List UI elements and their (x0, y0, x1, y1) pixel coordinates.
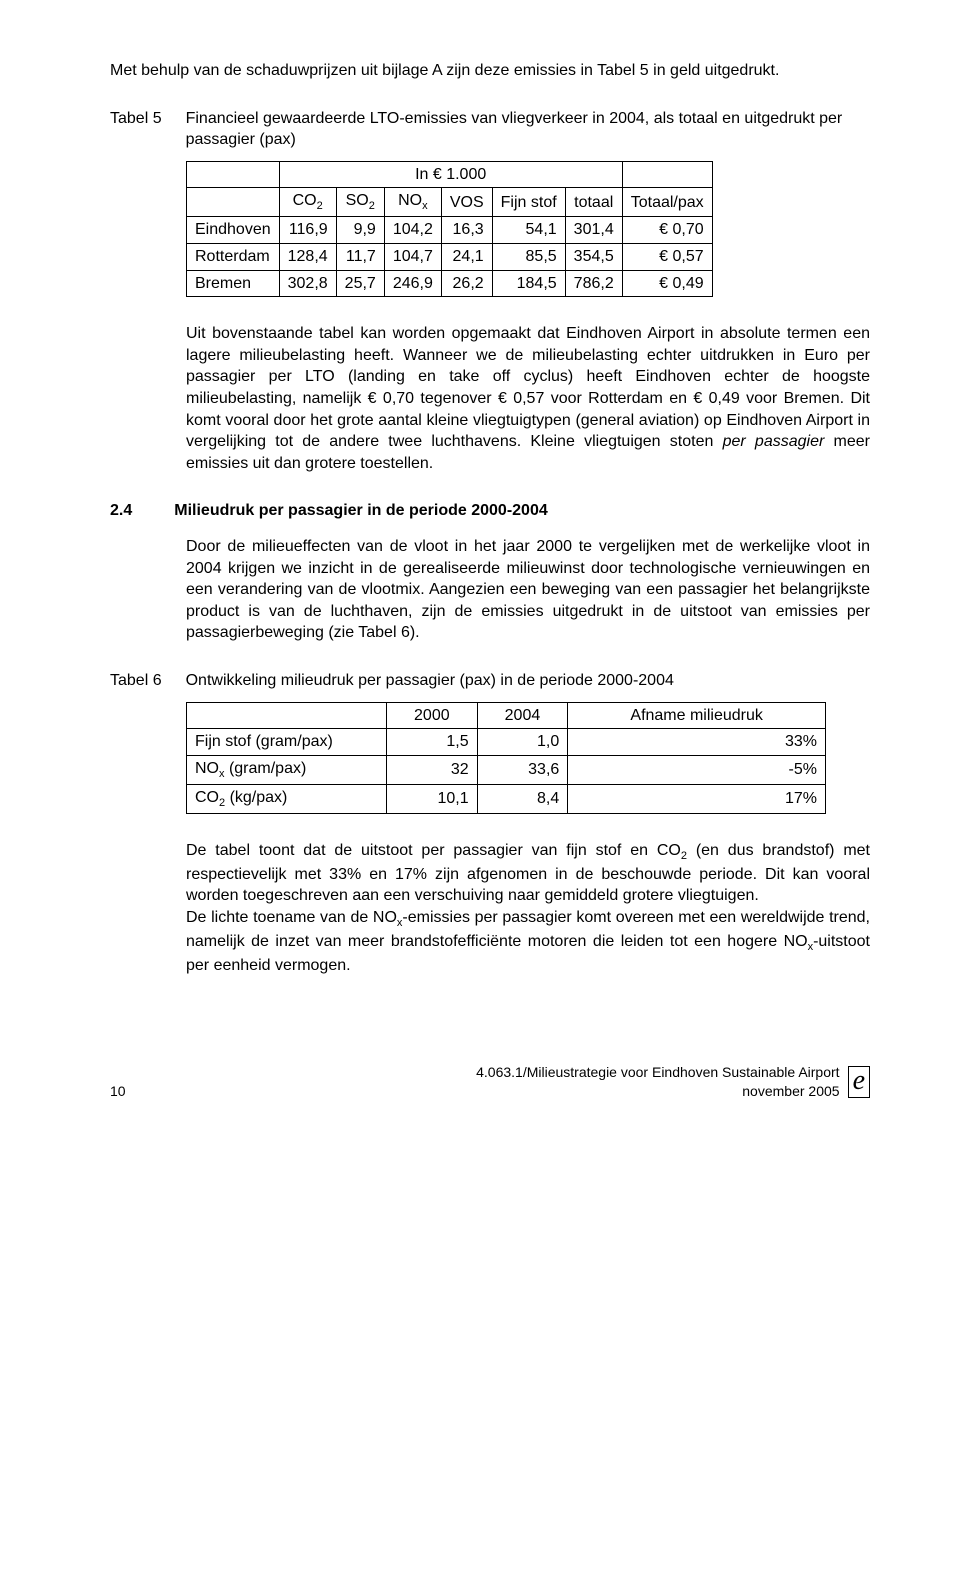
footer-doc: 4.063.1/Milieustrategie voor Eindhoven S… (476, 1063, 839, 1082)
col-header: CO2 (279, 188, 336, 217)
col-header: 2004 (477, 702, 568, 729)
table-row: CO2 SO2 NOx VOS Fijn stof totaal Totaal/… (187, 188, 713, 217)
section-number: 2.4 (110, 500, 132, 522)
logo-icon: e (848, 1066, 870, 1098)
table6: 2000 2004 Afname milieudruk Fijn stof (g… (186, 702, 826, 814)
paragraph-3: De tabel toont dat de uitstoot per passa… (186, 840, 870, 907)
col-header: Fijn stof (492, 188, 565, 217)
col-header: Afname milieudruk (568, 702, 826, 729)
col-header: NOx (384, 188, 441, 217)
table-row: CO2 (kg/pax) 10,18,417% (187, 784, 826, 813)
table5: In € 1.000 CO2 SO2 NOx VOS Fijn stof tot… (186, 161, 713, 297)
paragraph-4: De lichte toename van de NOx-emissies pe… (186, 907, 870, 977)
table-row: Eindhoven 116,99,9104,216,354,1301,4€ 0,… (187, 217, 713, 244)
page-footer: 10 4.063.1/Milieustrategie voor Eindhove… (110, 1003, 870, 1101)
table5-label: Tabel 5 (110, 108, 162, 130)
table-row: NOx (gram/pax) 3233,6-5% (187, 755, 826, 784)
table5-block: Tabel 5 Financieel gewaardeerde LTO-emis… (110, 108, 870, 298)
table-row: In € 1.000 (187, 161, 713, 188)
table5-unit-header: In € 1.000 (279, 161, 622, 188)
intro-paragraph: Met behulp van de schaduwprijzen uit bij… (110, 60, 870, 82)
section-heading: 2.4 Milieudruk per passagier in de perio… (110, 500, 870, 522)
table6-block: Tabel 6 Ontwikkeling milieudruk per pass… (110, 670, 870, 814)
table-row: Rotterdam 128,411,7104,724,185,5354,5€ 0… (187, 244, 713, 271)
table-row: 2000 2004 Afname milieudruk (187, 702, 826, 729)
col-header: totaal (565, 188, 622, 217)
col-header: SO2 (336, 188, 384, 217)
section-title: Milieudruk per passagier in de periode 2… (174, 500, 547, 522)
table6-caption: Ontwikkeling milieudruk per passagier (p… (186, 670, 674, 692)
col-header: Totaal/pax (622, 188, 712, 217)
paragraph-1: Uit bovenstaande tabel kan worden opgema… (186, 323, 870, 474)
table-row: Bremen 302,825,7246,926,2184,5786,2€ 0,4… (187, 270, 713, 297)
col-header: VOS (441, 188, 492, 217)
page-number: 10 (110, 1082, 126, 1101)
footer-date: november 2005 (476, 1082, 839, 1101)
table5-caption: Financieel gewaardeerde LTO-emissies van… (186, 108, 870, 151)
paragraph-2: Door de milieueffecten van de vloot in h… (186, 536, 870, 644)
col-header: 2000 (387, 702, 478, 729)
table6-label: Tabel 6 (110, 670, 162, 692)
table-row: Fijn stof (gram/pax) 1,51,033% (187, 729, 826, 756)
